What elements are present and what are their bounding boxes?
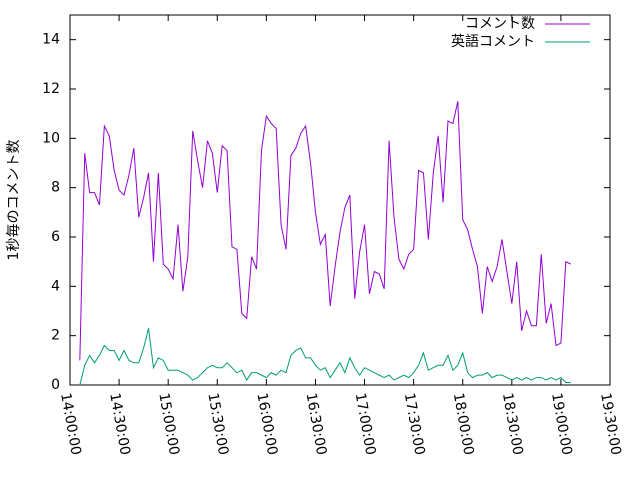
x-tick-label: 18:00:00 [450,392,477,457]
line-series [79,101,571,361]
x-tick-label: 16:00:00 [253,392,280,457]
y-tick-label: 6 [51,229,60,245]
x-tick-label: 19:00:00 [548,392,575,457]
y-tick-label: 2 [51,328,60,344]
legend-label: 英語コメント [451,33,535,50]
y-tick-label: 14 [42,32,60,48]
x-tick-label: 17:00:00 [352,392,379,457]
x-tick-label: 17:30:00 [401,392,428,457]
y-tick-label: 0 [51,377,60,393]
y-tick-label: 8 [51,180,60,196]
plot-border [69,14,611,386]
legend-label: コメント数 [465,16,535,32]
y-tick-label: 10 [42,130,60,146]
y-axis-label: 1秒毎のコメント数 [6,140,22,261]
x-tick-label: 19:30:00 [597,392,624,457]
y-tick-label: 12 [42,81,60,97]
x-tick-label: 16:30:00 [303,392,330,457]
x-tick-label: 14:00:00 [57,392,84,457]
line-series [79,328,571,386]
x-tick-label: 15:30:00 [204,392,231,457]
x-tick-label: 14:30:00 [106,392,133,457]
y-tick-label: 4 [51,278,60,294]
x-tick-label: 15:00:00 [155,392,182,457]
x-tick-label: 18:30:00 [499,392,526,457]
